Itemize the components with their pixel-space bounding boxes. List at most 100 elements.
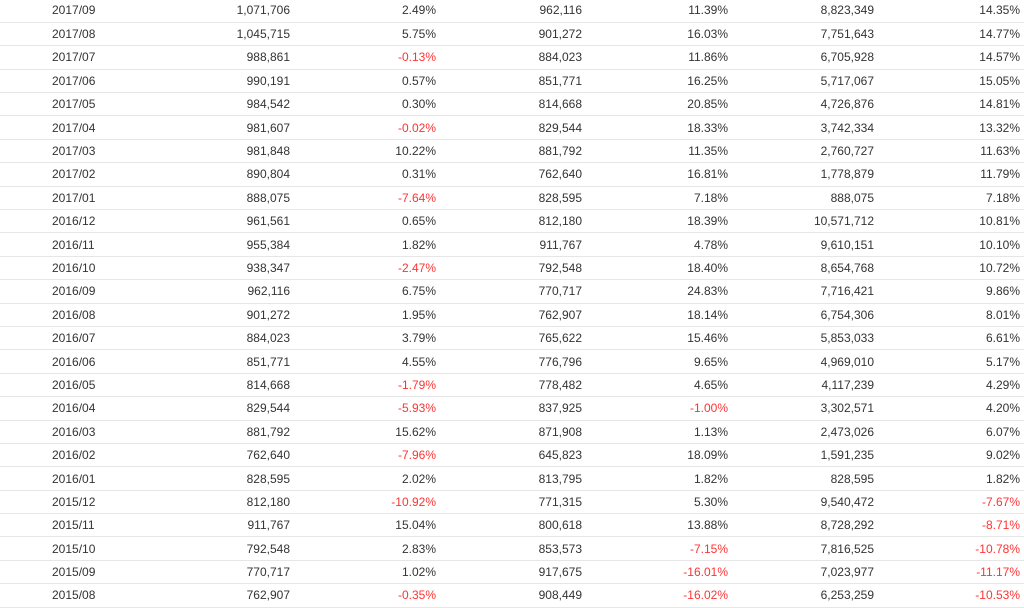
value-a-cell: 955,384 [148, 232, 294, 257]
month-cell: 2016/05 [0, 373, 148, 398]
value-a-cell: 828,595 [148, 466, 294, 491]
value-b-cell: 762,907 [440, 303, 586, 327]
change-b-cell: 16.81% [586, 162, 732, 187]
month-cell: 2017/04 [0, 115, 148, 140]
value-b-cell: 871,908 [440, 420, 586, 444]
value-b-cell: 792,548 [440, 256, 586, 281]
cumulative-change-cell: 1.82% [878, 466, 1024, 491]
value-a-cell: 961,561 [148, 209, 294, 234]
cumulative-cell: 8,728,292 [732, 513, 878, 538]
cumulative-change-cell: -7.67% [878, 490, 1024, 515]
value-a-cell: 890,804 [148, 162, 294, 187]
change-b-cell: 18.39% [586, 209, 732, 234]
change-a-cell: -0.02% [294, 115, 440, 140]
change-b-cell: -7.15% [586, 536, 732, 561]
value-a-cell: 962,116 [148, 279, 294, 304]
cumulative-change-cell: 15.05% [878, 69, 1024, 94]
change-b-cell: 1.82% [586, 466, 732, 491]
value-a-cell: 812,180 [148, 490, 294, 515]
change-a-cell: -1.79% [294, 373, 440, 398]
change-b-cell: 16.03% [586, 22, 732, 47]
month-cell: 2017/06 [0, 69, 148, 94]
cumulative-cell: 1,591,235 [732, 443, 878, 468]
month-cell: 2017/08 [0, 22, 148, 47]
cumulative-change-cell: 8.01% [878, 303, 1024, 327]
table-row: 2016/05 814,668 -1.79% 778,482 4.65% 4,117,23… [0, 373, 1024, 398]
change-b-cell: 11.86% [586, 45, 732, 70]
change-b-cell: 7.18% [586, 186, 732, 211]
value-b-cell: 851,771 [440, 69, 586, 94]
change-a-cell: 1.82% [294, 232, 440, 257]
cumulative-cell: 9,610,151 [732, 232, 878, 257]
table-row: 2017/05 984,542 0.30% 814,668 20.85% 4,726,87… [0, 92, 1024, 117]
cumulative-change-cell: -10.78% [878, 536, 1024, 561]
change-b-cell: 16.25% [586, 69, 732, 94]
cumulative-cell: 10,571,712 [732, 209, 878, 234]
value-a-cell: 990,191 [148, 69, 294, 94]
value-b-cell: 828,595 [440, 186, 586, 211]
table-row: 2017/08 1,045,715 5.75% 901,272 16.03% 7,751,… [0, 22, 1024, 47]
change-a-cell: 0.31% [294, 162, 440, 187]
value-b-cell: 853,573 [440, 536, 586, 561]
change-a-cell: -0.35% [294, 583, 440, 608]
cumulative-cell: 2,473,026 [732, 420, 878, 444]
value-a-cell: 984,542 [148, 92, 294, 117]
cumulative-cell: 8,654,768 [732, 256, 878, 281]
cumulative-cell: 6,705,928 [732, 45, 878, 70]
change-b-cell: 9.65% [586, 349, 732, 374]
value-b-cell: 765,622 [440, 326, 586, 351]
value-a-cell: 829,544 [148, 396, 294, 421]
value-b-cell: 778,482 [440, 373, 586, 398]
cumulative-cell: 2,760,727 [732, 139, 878, 164]
table-row: 2016/12 961,561 0.65% 812,180 18.39% 10,571,7… [0, 209, 1024, 234]
change-b-cell: -1.00% [586, 396, 732, 421]
value-b-cell: 881,792 [440, 139, 586, 164]
change-a-cell: -10.92% [294, 490, 440, 515]
change-b-cell: 18.14% [586, 303, 732, 327]
month-cell: 2016/08 [0, 303, 148, 327]
month-cell: 2015/12 [0, 490, 148, 515]
value-a-cell: 792,548 [148, 536, 294, 561]
table-row: 2016/07 884,023 3.79% 765,622 15.46% 5,853,03… [0, 326, 1024, 351]
cumulative-change-cell: 5.17% [878, 349, 1024, 374]
change-a-cell: 5.75% [294, 22, 440, 47]
change-a-cell: 0.57% [294, 69, 440, 94]
value-a-cell: 988,861 [148, 45, 294, 70]
value-a-cell: 981,848 [148, 139, 294, 164]
table-row: 2017/09 1,071,706 2.49% 962,116 11.39% 8,823,… [0, 0, 1024, 23]
value-a-cell: 884,023 [148, 326, 294, 351]
table-row: 2015/10 792,548 2.83% 853,573 -7.15% 7,816,52… [0, 536, 1024, 561]
table-row: 2017/04 981,607 -0.02% 829,544 18.33% 3,742,3… [0, 115, 1024, 140]
value-b-cell: 901,272 [440, 22, 586, 47]
month-cell: 2016/02 [0, 443, 148, 468]
cumulative-cell: 7,816,525 [732, 536, 878, 561]
change-a-cell: -0.13% [294, 45, 440, 70]
table-row: 2016/02 762,640 -7.96% 645,823 18.09% 1,591,2… [0, 443, 1024, 468]
value-a-cell: 762,907 [148, 583, 294, 608]
change-b-cell: -16.02% [586, 583, 732, 608]
change-b-cell: 13.88% [586, 513, 732, 538]
change-a-cell: 2.49% [294, 0, 440, 23]
change-a-cell: 4.55% [294, 349, 440, 374]
month-cell: 2017/02 [0, 162, 148, 187]
table-row: 2016/09 962,116 6.75% 770,717 24.83% 7,716,42… [0, 279, 1024, 304]
month-cell: 2015/09 [0, 560, 148, 585]
value-a-cell: 938,347 [148, 256, 294, 281]
cumulative-cell: 8,823,349 [732, 0, 878, 23]
cumulative-cell: 1,778,879 [732, 162, 878, 187]
table-row: 2017/06 990,191 0.57% 851,771 16.25% 5,717,06… [0, 69, 1024, 94]
cumulative-cell: 7,751,643 [732, 22, 878, 47]
change-a-cell: 15.62% [294, 420, 440, 444]
month-cell: 2016/10 [0, 256, 148, 281]
cumulative-cell: 5,853,033 [732, 326, 878, 351]
value-b-cell: 962,116 [440, 0, 586, 23]
table-row: 2015/11 911,767 15.04% 800,618 13.88% 8,728,2… [0, 513, 1024, 538]
value-b-cell: 800,618 [440, 513, 586, 538]
month-cell: 2016/06 [0, 349, 148, 374]
value-a-cell: 911,767 [148, 513, 294, 538]
value-b-cell: 908,449 [440, 583, 586, 608]
cumulative-change-cell: 10.72% [878, 256, 1024, 281]
value-a-cell: 901,272 [148, 303, 294, 327]
cumulative-change-cell: -8.71% [878, 513, 1024, 538]
